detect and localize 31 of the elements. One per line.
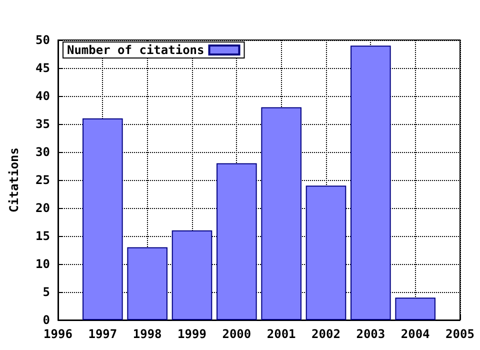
x-tick-label: 1996	[44, 327, 72, 341]
y-tick-label: 15	[36, 229, 50, 243]
bar	[82, 118, 123, 320]
x-tick-label: 2001	[266, 327, 296, 341]
x-tick-label: 1999	[178, 327, 206, 341]
bar	[306, 186, 346, 320]
y-tick-label: 50	[36, 33, 50, 47]
bar	[127, 247, 168, 320]
x-tick-label: 2003	[356, 327, 386, 341]
y-tick-label: 0	[42, 313, 50, 327]
y-tick-label: 25	[36, 173, 50, 187]
x-tick-label: 2002	[312, 327, 340, 341]
bar	[172, 230, 212, 320]
y-tick-label: 45	[36, 61, 50, 75]
y-tick-label: 5	[42, 285, 50, 299]
bar	[350, 46, 391, 320]
y-tick-label: 10	[36, 257, 50, 271]
x-tick-label: 1997	[88, 327, 118, 341]
legend-label: Number of citations	[66, 43, 204, 57]
y-axis-title: Citations	[7, 147, 21, 213]
y-tick-label: 35	[36, 117, 50, 131]
bar	[261, 107, 302, 320]
bar	[395, 298, 436, 320]
bar	[216, 163, 257, 320]
y-tick-label: 20	[36, 201, 50, 215]
y-tick-label: 30	[36, 145, 50, 159]
x-tick-label: 2004	[400, 327, 430, 341]
x-tick-label: 2005	[446, 327, 474, 341]
x-tick-label: 1998	[132, 327, 162, 341]
y-tick-label: 40	[36, 89, 50, 103]
x-tick-label: 2000	[222, 327, 252, 341]
